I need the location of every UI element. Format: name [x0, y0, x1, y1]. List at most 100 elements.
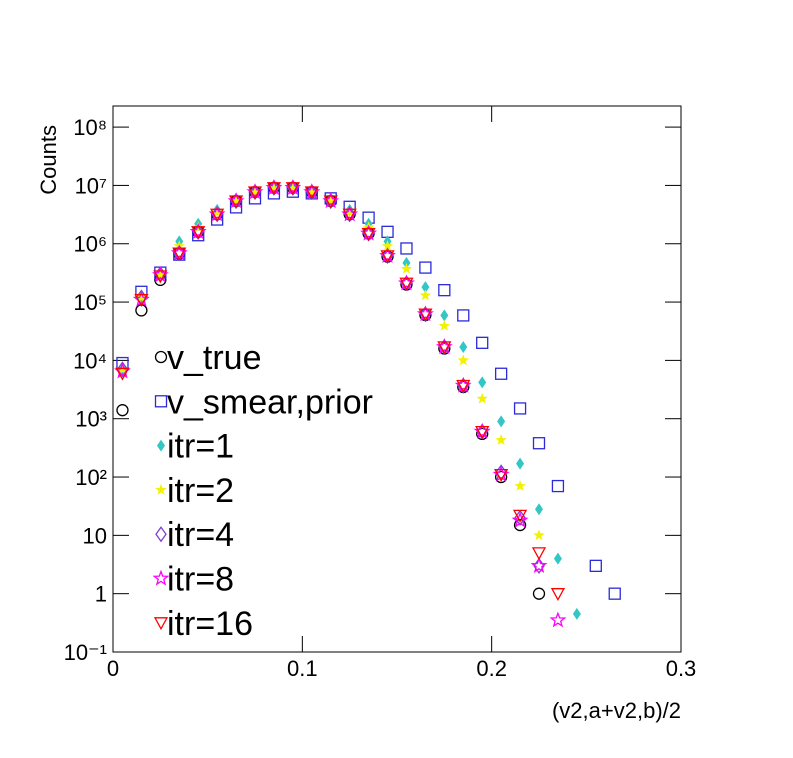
- data-point: [532, 587, 546, 600]
- legend-label: itr=4: [167, 516, 234, 554]
- data-point: [210, 208, 225, 222]
- legend-marker: [154, 395, 168, 408]
- data-point: [325, 194, 337, 205]
- data-point: [172, 247, 187, 261]
- data-point: [457, 354, 469, 366]
- y-tick-label: 10⁸: [73, 115, 107, 140]
- legend-marker: [157, 439, 165, 452]
- data-point: [437, 341, 452, 355]
- data-point: [419, 289, 432, 301]
- y-tick-label: 10³: [75, 407, 107, 432]
- data-point: [513, 518, 527, 532]
- data-point: [230, 194, 242, 205]
- data-point: [511, 511, 529, 528]
- data-point: [551, 479, 565, 493]
- data-point: [438, 319, 450, 331]
- legend-label: itr=8: [167, 561, 234, 599]
- data-point: [550, 588, 566, 602]
- y-tick-label: 10⁵: [73, 290, 107, 315]
- y-tick-label: 10⁻¹: [64, 640, 107, 665]
- data-point: [285, 182, 300, 196]
- data-point: [530, 557, 548, 573]
- data-point: [399, 277, 414, 291]
- data-point: [514, 480, 526, 491]
- data-point: [494, 367, 508, 380]
- data-point: [516, 457, 525, 470]
- data-point: [532, 437, 546, 450]
- y-axis-label: Counts: [36, 125, 61, 195]
- data-point: [512, 509, 528, 523]
- data-point: [494, 468, 509, 482]
- x-tick-label: 0.1: [287, 656, 318, 681]
- data-point: [380, 250, 395, 264]
- data-point: [478, 376, 487, 389]
- data-point: [247, 186, 263, 200]
- y-tick-label: 10⁴: [73, 348, 107, 373]
- data-point: [342, 208, 357, 222]
- plot-frame: [112, 105, 682, 653]
- data-point: [497, 415, 506, 428]
- data-point: [287, 182, 299, 194]
- data-point: [438, 284, 451, 297]
- legend-label: itr=1: [167, 428, 234, 466]
- data-point: [381, 240, 394, 251]
- data-point: [531, 547, 547, 561]
- y-tick-label: 10⁶: [73, 232, 107, 257]
- data-point: [476, 392, 488, 404]
- data-point: [228, 195, 244, 209]
- data-point: [191, 226, 206, 240]
- data-point: [589, 559, 602, 573]
- x-tick-label: 0: [107, 656, 119, 681]
- data-point: [549, 611, 567, 628]
- data-point: [533, 529, 545, 541]
- data-point: [495, 434, 507, 445]
- data-point: [306, 186, 318, 198]
- data-point: [134, 294, 149, 308]
- data-point: [457, 309, 470, 322]
- data-point: [116, 404, 129, 417]
- data-point: [421, 281, 430, 294]
- legend-marker: [155, 483, 167, 495]
- data-point: [115, 367, 130, 381]
- x-tick-label: 0.2: [476, 656, 507, 681]
- data-point: [154, 268, 166, 280]
- legend-label: itr=16: [167, 605, 253, 643]
- legend-label: itr=2: [167, 472, 234, 510]
- data-point: [153, 270, 168, 284]
- data-point: [304, 186, 319, 200]
- data-point: [135, 291, 148, 303]
- x-tick-label: 0.3: [666, 656, 697, 681]
- legend-marker: [155, 526, 167, 543]
- data-point: [475, 425, 490, 440]
- data-point: [400, 242, 413, 255]
- data-point: [553, 552, 562, 565]
- legend-label: v_true: [167, 339, 262, 377]
- legend-marker: [153, 617, 169, 631]
- data-point: [402, 256, 411, 269]
- data-point: [419, 261, 432, 274]
- data-point: [211, 206, 223, 217]
- x-axis-label: (v2,a+v2,b)/2: [552, 698, 681, 723]
- data-point: [266, 182, 282, 196]
- y-tick-label: 10²: [75, 465, 107, 490]
- legend-marker: [152, 569, 170, 586]
- data-point: [535, 503, 543, 516]
- data-point: [249, 186, 261, 198]
- data-point: [459, 340, 468, 353]
- y-tick-label: 1: [95, 582, 107, 607]
- data-point: [400, 262, 413, 274]
- data-point: [456, 379, 471, 393]
- data-point: [513, 402, 527, 415]
- data-point: [361, 227, 376, 241]
- y-tick-label: 10⁷: [75, 173, 107, 198]
- y-tick-label: 10: [83, 523, 107, 548]
- data-point: [440, 309, 449, 322]
- data-point: [116, 361, 129, 378]
- data-point: [268, 182, 280, 194]
- legend-label: v_smear,prior: [167, 383, 373, 421]
- data-point: [572, 607, 581, 620]
- data-point: [476, 336, 489, 349]
- data-point: [323, 195, 338, 209]
